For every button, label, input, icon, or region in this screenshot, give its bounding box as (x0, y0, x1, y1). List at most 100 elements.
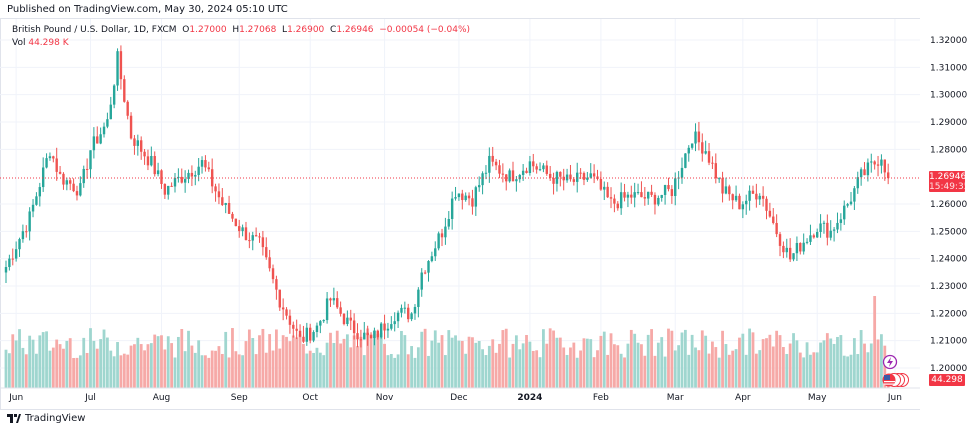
volume-bar (335, 330, 339, 388)
volume-bar (832, 343, 836, 388)
price-tick-label: 1.31000 (930, 63, 967, 73)
volume-bar (21, 347, 25, 388)
candle-body (309, 327, 312, 341)
candle-body (160, 170, 163, 184)
candle-body (684, 153, 687, 168)
candle-body (481, 173, 484, 186)
volume-bar (440, 335, 444, 388)
candle-body (450, 198, 454, 220)
candle-body (704, 151, 707, 154)
candle-body (491, 155, 494, 162)
candle-body (650, 191, 653, 195)
candle-body (106, 119, 109, 127)
volume-bar (842, 355, 846, 388)
volume-bar (694, 347, 697, 388)
volume-bar (400, 330, 403, 388)
event-lightning-icon[interactable] (882, 354, 898, 370)
candle-body (363, 332, 366, 340)
candle-body (663, 185, 667, 195)
candle-body (528, 161, 532, 173)
volume-bar (619, 353, 623, 388)
candle-body (734, 195, 738, 201)
volume-bar (376, 334, 380, 388)
volume-bar (345, 334, 349, 388)
price-tick-label: 1.28000 (930, 145, 967, 155)
volume-bar (247, 329, 251, 388)
candle-body (768, 210, 772, 217)
volume-bar (680, 332, 684, 388)
volume-bar (187, 330, 190, 388)
candle-body (241, 227, 244, 232)
tradingview-logo[interactable]: TradingView (7, 413, 85, 424)
volume-bar (636, 342, 640, 388)
volume-bar (349, 347, 353, 388)
volume-bar (139, 344, 143, 388)
candle-body (21, 231, 25, 240)
candle-body (170, 185, 173, 187)
volume-bar (35, 353, 38, 388)
candle-body (461, 193, 464, 201)
candle-body (697, 131, 701, 143)
volume-value: 44.298 K (28, 38, 69, 48)
price-axis[interactable]: 1.32000 1.31000 1.30000 1.29000 1.28000 1.260… (930, 36, 967, 374)
volume-bar (308, 350, 312, 388)
volume-bar (291, 335, 295, 388)
volume-bar (366, 328, 370, 388)
candle-body (407, 307, 410, 320)
volume-bar (416, 347, 420, 388)
candle-body (738, 195, 741, 210)
volume-bar (545, 343, 549, 388)
volume-bar (24, 354, 28, 388)
volume-bar (318, 352, 322, 388)
candle-body (349, 317, 352, 321)
volume-bar (869, 343, 873, 388)
volume-bar (454, 335, 457, 388)
volume-bar (700, 330, 704, 388)
volume-bar (396, 354, 400, 388)
candle-body (785, 247, 788, 253)
volume-bar (322, 355, 326, 388)
volume-bar (765, 338, 768, 388)
volume-bar (430, 340, 434, 388)
volume-badge: 44.298 K (929, 374, 965, 397)
candle-body (427, 261, 430, 273)
candle-body (285, 309, 288, 316)
candle-body (41, 167, 45, 188)
volume-bar (498, 343, 501, 388)
us-flag-events-icon[interactable] (882, 373, 909, 387)
candle-body (559, 171, 562, 177)
candle-body (430, 256, 434, 262)
time-tick-label: Dec (450, 393, 467, 403)
volume-bar (214, 350, 217, 388)
volume-bar (160, 335, 163, 388)
time-tick-label: Jun (8, 393, 23, 403)
candle-body (552, 177, 555, 184)
volume-bar (629, 329, 633, 388)
candle-body (336, 298, 339, 308)
candle-body (751, 190, 755, 194)
volume-bar (193, 352, 197, 388)
high-value: 1.27068 (239, 25, 277, 35)
candle-body (667, 185, 670, 190)
volume-bar (646, 334, 650, 388)
volume-bar (782, 347, 785, 388)
candle-body (356, 333, 359, 340)
candle-body (129, 115, 133, 139)
volume-bar (244, 341, 248, 388)
volume-bar (433, 330, 437, 388)
volume-bar (653, 355, 657, 388)
chart-pane[interactable] (0, 18, 920, 410)
volume-bar (315, 347, 319, 388)
volume-bar (859, 330, 863, 388)
change-value: −0.00054 (−0.04%) (379, 25, 471, 35)
volume-bar (170, 343, 174, 388)
volume-bar (836, 336, 839, 388)
candle-body (687, 147, 690, 154)
candle-body (396, 312, 400, 322)
volume-bar (231, 328, 234, 388)
candle-body (400, 307, 403, 313)
symbol-title[interactable]: British Pound / U.S. Dollar, 1D, FXCM (12, 25, 177, 35)
time-axis[interactable]: Jun Jul Aug Sep Oct Nov Dec 2024 Feb Mar Apr May Jun (0, 387, 920, 403)
time-tick-label: Jun (887, 393, 902, 403)
